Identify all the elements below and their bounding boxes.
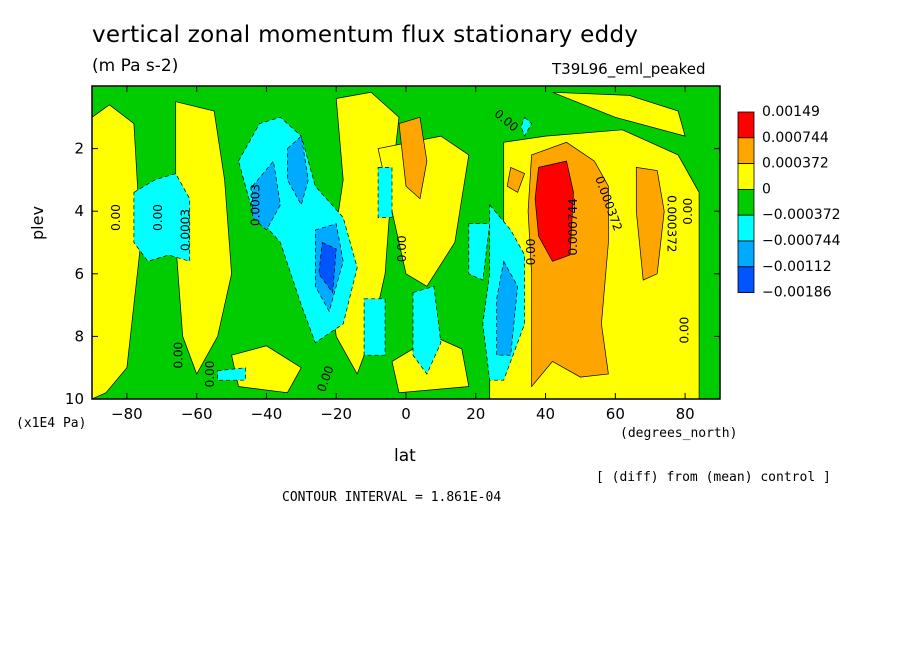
contour-label: 0.000744 — [566, 198, 580, 255]
legend-label: −0.00186 — [762, 285, 832, 301]
region-yellow-1 — [175, 101, 232, 375]
legend-label: 0.000372 — [762, 156, 829, 172]
y-tick-label: 8 — [74, 327, 84, 345]
x-tick-label: −80 — [111, 405, 143, 423]
legend-label: 0.00149 — [762, 104, 820, 120]
region-orange-9 — [506, 166, 526, 193]
run-name: T39L96_eml_peaked — [552, 60, 706, 78]
region-blue-26 — [318, 241, 337, 294]
legend-label: 0 — [762, 181, 771, 197]
contour-label: 0.00 — [524, 239, 538, 266]
region-cyan-17 — [363, 298, 386, 356]
region-yellow-0 — [91, 104, 142, 400]
region-cyan-13 — [133, 173, 191, 262]
legend-label: 0.000744 — [762, 130, 829, 146]
region-yellow-4 — [377, 135, 470, 287]
x-axis-unit: (degrees_north) — [620, 426, 738, 441]
contour-label: 0.00 — [151, 204, 165, 231]
y-axis-unit: (x1E4 Pa) — [16, 416, 87, 431]
legend-label: −0.000372 — [762, 207, 841, 223]
legend-swatch — [737, 214, 755, 242]
legend-label: −0.000744 — [762, 233, 841, 249]
x-tick-label: 40 — [536, 405, 555, 423]
contour-label: 0.0003 — [179, 209, 193, 251]
legend-swatch — [737, 137, 755, 165]
x-axis-label: lat — [394, 446, 416, 466]
region-cyan-19 — [468, 223, 491, 281]
contour-label: 0.0003 — [248, 184, 262, 226]
region-orange-8 — [398, 116, 428, 200]
x-tick-label: −40 — [251, 405, 283, 423]
region-lightblue-23 — [287, 135, 309, 206]
legend-swatch — [737, 188, 755, 216]
region-cyan-18 — [412, 285, 442, 375]
legend-swatch — [737, 111, 755, 139]
x-tick-label: 0 — [401, 405, 411, 423]
region-cyan-14 — [217, 367, 246, 381]
region-red-12 — [534, 160, 574, 262]
x-tick-label: 20 — [466, 405, 485, 423]
region-lightblue-25 — [496, 260, 518, 356]
y-tick-label: 2 — [74, 140, 84, 158]
x-tick-label: −20 — [320, 405, 352, 423]
y-tick-label: 10 — [65, 390, 84, 408]
region-orange-11 — [635, 166, 665, 281]
contour-label: 0.00 — [203, 361, 217, 388]
region-lightblue-22 — [252, 160, 281, 231]
diff-note: [ (diff) from (mean) control ] — [596, 470, 831, 485]
contour-label: 0.00 — [678, 317, 692, 344]
y-tick-label: 6 — [74, 265, 84, 283]
contour-label: 0.00 — [395, 235, 409, 262]
region-cyan-21 — [520, 116, 533, 137]
contour-label: 0.000372 — [665, 195, 679, 252]
region-yellow-3 — [231, 345, 302, 394]
region-cyan-16 — [377, 167, 393, 218]
contour-label: 0.00 — [109, 204, 123, 231]
y-axis-label: plev — [28, 206, 47, 240]
chart-title: vertical zonal momentum flux stationary … — [92, 22, 639, 48]
legend-swatch — [737, 266, 755, 293]
x-tick-label: 80 — [676, 405, 695, 423]
legend-swatch — [737, 240, 755, 268]
legend-swatch — [737, 163, 755, 190]
chart-units: (m Pa s-2) — [92, 56, 179, 76]
contour-label: 0.00 — [172, 342, 186, 369]
x-tick-label: −60 — [181, 405, 213, 423]
region-yellow-7 — [552, 91, 686, 137]
contour-interval: CONTOUR INTERVAL = 1.861E-04 — [282, 490, 502, 505]
contour-label: 0.00 — [681, 198, 695, 225]
legend-label: −0.00112 — [762, 259, 832, 275]
x-tick-label: 60 — [606, 405, 625, 423]
y-tick-label: 4 — [74, 202, 84, 220]
